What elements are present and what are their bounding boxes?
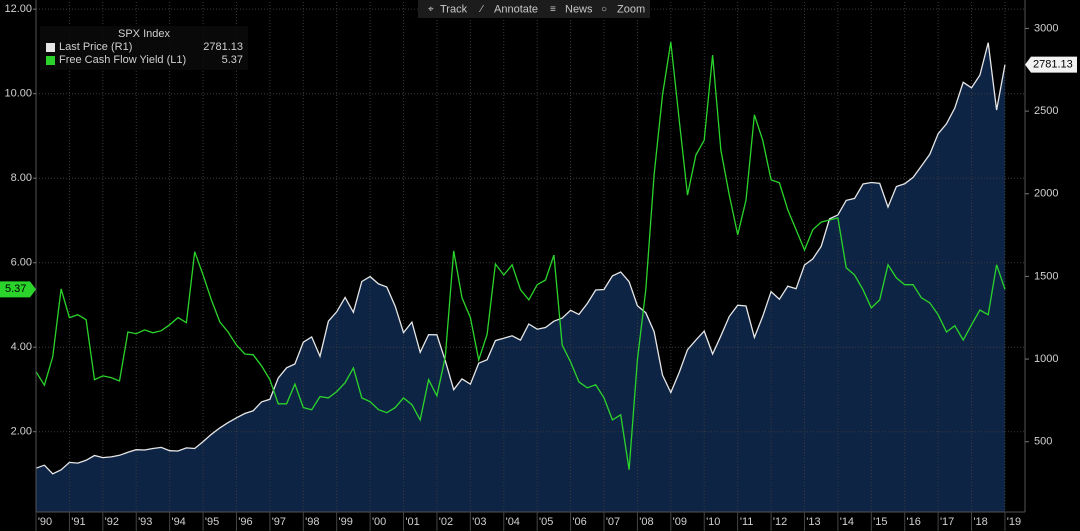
x-tick-label: '17 xyxy=(940,516,954,528)
y-tick-label: 2.00 xyxy=(11,426,32,438)
x-tick-label: '06 xyxy=(572,516,586,528)
x-tick-label: '01 xyxy=(405,516,419,528)
legend-label: Free Cash Flow Yield (L1) xyxy=(59,54,186,66)
x-tick-label: '16 xyxy=(907,516,921,528)
x-tick-label: '10 xyxy=(706,516,720,528)
x-tick-label: '00 xyxy=(372,516,386,528)
x-tick-label: '99 xyxy=(339,516,353,528)
plot-area xyxy=(35,2,1025,512)
toolbar-button[interactable]: Zoom xyxy=(617,3,645,15)
legend-value: 2781.13 xyxy=(203,41,243,53)
zoom-icon: ○ xyxy=(601,4,607,15)
y-tick-label: 12.00 xyxy=(4,3,32,15)
last-value-tag xyxy=(0,281,36,298)
last-value-label: 2781.13 xyxy=(1033,59,1073,71)
y2-tick-label: 3000 xyxy=(1034,22,1058,34)
toolbar-button[interactable]: News xyxy=(565,3,593,15)
x-tick-label: '91 xyxy=(71,516,85,528)
legend: SPX Index Last Price (R1) 2781.13 Free Cas… xyxy=(40,26,248,70)
legend-value: 5.37 xyxy=(222,54,243,66)
x-tick-label: '92 xyxy=(105,516,119,528)
annotate-icon: ⁄ xyxy=(478,4,484,15)
legend-label: Last Price (R1) xyxy=(59,41,132,53)
y2-tick-label: 2000 xyxy=(1034,188,1058,200)
news-icon: ≡ xyxy=(550,4,556,15)
x-tick-label: '18 xyxy=(973,516,987,528)
x-tick-label: '93 xyxy=(138,516,152,528)
legend-swatch xyxy=(46,56,55,65)
last-value-label: 5.37 xyxy=(5,283,26,295)
toolbar-button[interactable]: Annotate xyxy=(494,3,538,15)
x-tick-label: '07 xyxy=(606,516,620,528)
y-tick-label: 6.00 xyxy=(11,257,32,269)
x-tick-label: '11 xyxy=(740,516,754,528)
x-tick-label: '08 xyxy=(639,516,653,528)
area xyxy=(36,42,1005,512)
x-tick-label: '14 xyxy=(840,516,854,528)
y2-tick-label: 1500 xyxy=(1034,270,1058,282)
last-value-tag xyxy=(1025,56,1077,73)
x-tick-label: '97 xyxy=(272,516,286,528)
legend-title: SPX Index xyxy=(118,28,170,40)
x-tick-label: '95 xyxy=(205,516,219,528)
x-tick-label: '96 xyxy=(238,516,252,528)
x-tick-label: '12 xyxy=(773,516,787,528)
x-tick-label: '05 xyxy=(539,516,553,528)
x-tick-label: '03 xyxy=(472,516,486,528)
x-tick-label: '15 xyxy=(873,516,887,528)
y-tick-label: 4.00 xyxy=(11,341,32,353)
x-tick-label: '04 xyxy=(506,516,520,528)
x-tick-label: '02 xyxy=(439,516,453,528)
legend-swatch xyxy=(46,43,55,52)
legend-background xyxy=(40,26,248,70)
x-tick-label: '13 xyxy=(806,516,820,528)
y2-tick-label: 500 xyxy=(1034,436,1052,448)
line xyxy=(35,42,1006,475)
toolbar-button[interactable]: Track xyxy=(440,3,468,15)
x-tick-label: '09 xyxy=(673,516,687,528)
toolbar-background xyxy=(418,0,650,18)
x-tick-label: '98 xyxy=(305,516,319,528)
line xyxy=(35,41,1006,470)
y-tick-label: 8.00 xyxy=(11,172,32,184)
track-icon: ⌖ xyxy=(428,4,434,15)
x-tick-label: '19 xyxy=(1007,516,1021,528)
x-tick-label: '90 xyxy=(38,516,52,528)
y2-tick-label: 2500 xyxy=(1034,105,1058,117)
x-tick-label: '94 xyxy=(171,516,185,528)
toolbar: ⌖ Track ⁄ Annotate ≡ News ○ Zoom xyxy=(418,0,650,18)
y2-tick-label: 1000 xyxy=(1034,353,1058,365)
y-tick-label: 10.00 xyxy=(4,88,32,100)
